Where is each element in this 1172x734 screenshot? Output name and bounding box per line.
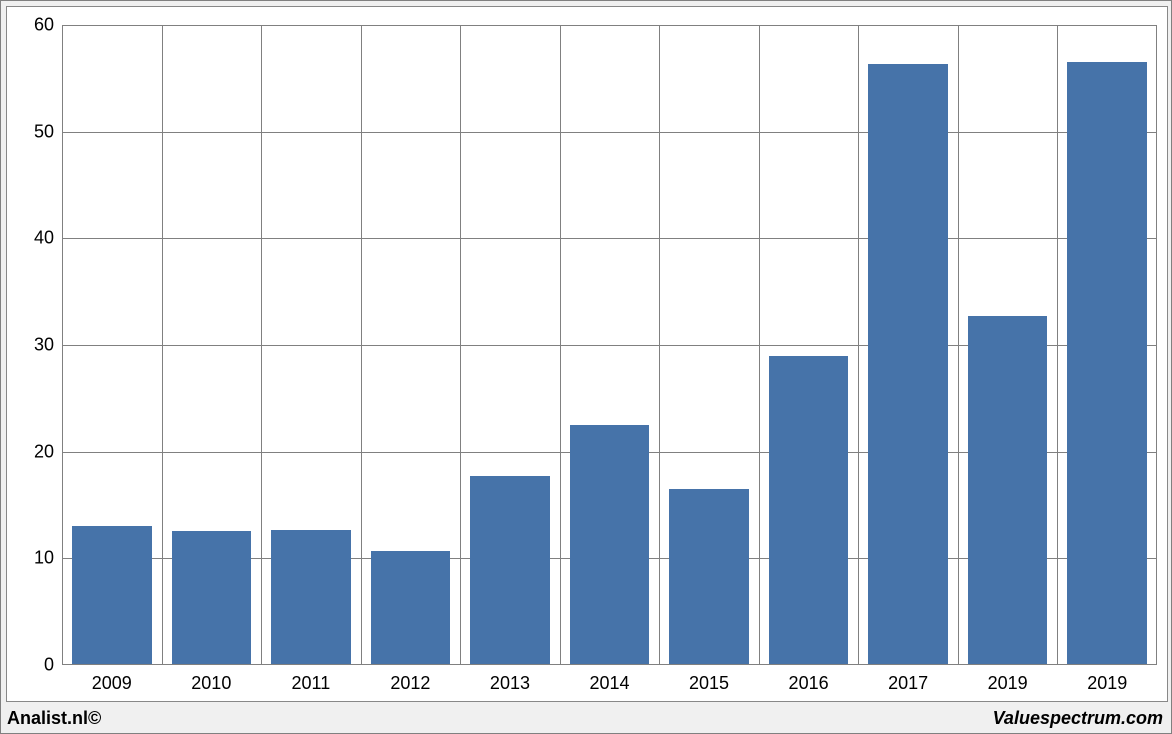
bar [868, 64, 948, 665]
x-tick-label: 2010 [191, 665, 231, 694]
y-tick-label: 20 [34, 441, 62, 462]
gridline-v [261, 25, 262, 665]
bar [968, 316, 1048, 665]
gridline-v [1057, 25, 1058, 665]
gridline-v [162, 25, 163, 665]
gridline-v [560, 25, 561, 665]
x-tick-label: 2019 [1087, 665, 1127, 694]
bar [1067, 62, 1147, 665]
x-tick-label: 2016 [789, 665, 829, 694]
x-tick-label: 2014 [589, 665, 629, 694]
x-tick-label: 2013 [490, 665, 530, 694]
y-tick-label: 10 [34, 548, 62, 569]
bar [271, 530, 351, 665]
gridline-v [361, 25, 362, 665]
y-tick-label: 50 [34, 121, 62, 142]
x-tick-label: 2011 [292, 665, 331, 694]
x-tick-label: 2012 [390, 665, 430, 694]
gridline-v [858, 25, 859, 665]
gridline-h [62, 238, 1157, 239]
x-tick-label: 2015 [689, 665, 729, 694]
bar [470, 476, 550, 665]
plot-area: 0102030405060200920102011201220132014201… [62, 25, 1157, 665]
gridline-v [958, 25, 959, 665]
footer-credit-right: Valuespectrum.com [993, 708, 1163, 729]
y-tick-label: 30 [34, 335, 62, 356]
gridline-v [759, 25, 760, 665]
footer-credit-left: Analist.nl© [7, 708, 101, 729]
bar [669, 489, 749, 665]
bar [371, 551, 451, 665]
chart-frame: 0 10 20 30 40 50 60 2009 2010 2011 2012 2013 2014 201… [0, 0, 1172, 734]
chart-outer-panel: 0 10 20 30 40 50 60 2009 2010 2011 2012 2013 2014 201… [6, 6, 1168, 702]
bar [72, 526, 152, 665]
bar [570, 425, 650, 665]
gridline-v [460, 25, 461, 665]
gridline-v [659, 25, 660, 665]
y-tick-label: 40 [34, 228, 62, 249]
bar [172, 531, 252, 665]
bar [769, 356, 849, 665]
gridline-h [62, 132, 1157, 133]
x-tick-label: 2009 [92, 665, 132, 694]
y-tick-label: 60 [34, 15, 62, 36]
x-tick-label: 2017 [888, 665, 928, 694]
y-tick-label: 0 [44, 655, 62, 676]
x-tick-label: 2019 [988, 665, 1028, 694]
